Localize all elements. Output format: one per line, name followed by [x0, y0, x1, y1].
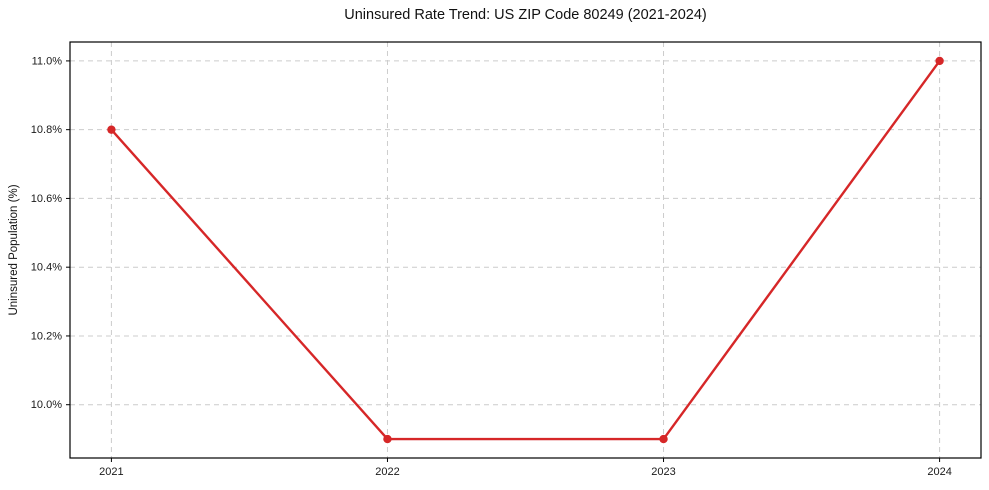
y-tick-label: 10.0% [31, 399, 62, 411]
x-tick-label: 2023 [651, 466, 675, 478]
y-tick-label: 10.2% [31, 330, 62, 342]
y-tick-label: 10.4% [31, 262, 62, 274]
data-point [107, 125, 116, 134]
data-line [110, 59, 941, 441]
y-tick-label: 10.6% [31, 193, 62, 205]
data-point [935, 56, 944, 66]
x-tick-label: 2024 [927, 466, 951, 478]
x-tick-label: 2021 [99, 466, 123, 478]
chart-title: Uninsured Rate Trend: US ZIP Code 80249 … [344, 7, 707, 23]
y-tick-label: 11.0% [32, 55, 63, 67]
plot-border [69, 41, 982, 459]
x-tick-label: 2022 [375, 466, 399, 478]
data-point [383, 434, 392, 444]
y-tick-label: 10.8% [31, 124, 62, 136]
data-point [659, 434, 668, 444]
